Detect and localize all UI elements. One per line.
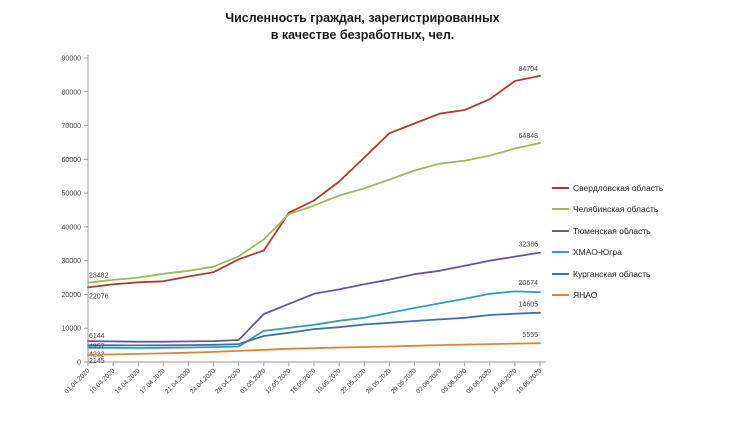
legend-item: ХМАО-Югра xyxy=(552,242,663,264)
legend-label: ЯНАО xyxy=(573,290,598,301)
x-axis-tick-label: 05.06.2020 xyxy=(440,367,468,395)
y-axis-tick-label: 20000 xyxy=(62,292,82,299)
legend-line-swatch xyxy=(552,208,569,211)
legend-label: ХМАО-Югра xyxy=(573,247,622,258)
legend-item: Свердловская область xyxy=(552,177,663,199)
series-start-label: 4957 xyxy=(89,343,105,350)
x-axis-tick-label: 24.04.2020 xyxy=(189,367,217,395)
legend-line-swatch xyxy=(552,251,569,254)
series-end-label: 84704 xyxy=(519,66,539,73)
x-axis-tick-label: 22.05.2020 xyxy=(340,367,368,395)
y-axis-tick-label: 40000 xyxy=(62,224,82,231)
series-start-label: 2145 xyxy=(89,358,105,365)
series-start-label: 6144 xyxy=(89,333,105,340)
x-axis-tick-label: 01.04.2020 xyxy=(63,367,91,395)
legend-item: ЯНАО xyxy=(552,285,663,307)
x-axis-tick-label: 10.04.2020 xyxy=(89,367,117,395)
legend-line-swatch xyxy=(552,272,569,275)
x-axis-tick-label: 26.05.2020 xyxy=(365,367,393,395)
chart-title: Численность граждан, зарегистрированных … xyxy=(90,10,635,44)
legend: Свердловская область Челябинская область Т… xyxy=(552,177,663,306)
legend-line-swatch xyxy=(552,229,569,232)
series-line xyxy=(87,251,541,343)
chart-title-line2: в качестве безработных, чел. xyxy=(270,27,455,42)
x-axis-tick-label: 01.05.2020 xyxy=(239,367,267,395)
y-axis-tick-label: 90000 xyxy=(62,56,82,63)
series-end-label: 64848 xyxy=(519,133,539,140)
series-end-label: 14605 xyxy=(519,302,539,309)
x-axis-tick-label: 17.04.2020 xyxy=(139,367,167,395)
series-line xyxy=(87,75,541,289)
legend-item: Курганская область xyxy=(552,263,663,285)
x-axis-tick-label: 02.06.2020 xyxy=(415,367,443,395)
y-axis-tick-label: 80000 xyxy=(62,89,82,96)
legend-label: Тюменская область xyxy=(573,225,651,236)
x-axis-tick-label: 15.05.2020 xyxy=(289,367,317,395)
y-axis-tick-label: 70000 xyxy=(62,123,82,130)
chart-title-line1: Численность граждан, зарегистрированных xyxy=(225,11,500,25)
x-axis-tick-label: 09.06.2020 xyxy=(465,367,493,395)
x-axis-tick-label: 21.04.2020 xyxy=(164,367,192,395)
series-end-label: 20674 xyxy=(519,280,539,287)
x-axis-tick-label: 29.05.2020 xyxy=(390,367,418,395)
legend-item: Челябинская область xyxy=(552,199,663,221)
series-end-label: 5555 xyxy=(522,332,538,339)
legend-label: Челябинская область xyxy=(573,204,659,215)
series-start-label: 22076 xyxy=(89,293,109,300)
y-axis-tick-label: 10000 xyxy=(62,326,82,333)
series-line xyxy=(87,311,541,347)
series-line xyxy=(87,290,541,349)
series-line xyxy=(87,142,541,284)
x-axis-tick-label: 19.06.2020 xyxy=(515,367,543,395)
legend-line-swatch xyxy=(552,186,569,189)
legend-line-swatch xyxy=(552,294,569,297)
x-axis-tick-label: 12.05.2020 xyxy=(264,367,292,395)
y-axis-tick-label: 60000 xyxy=(62,157,82,164)
series-line xyxy=(87,342,541,356)
x-axis-tick-label: 19.05.2020 xyxy=(315,367,343,395)
x-axis-tick-label: 14.04.2020 xyxy=(114,367,142,395)
legend-label: Курганская область xyxy=(573,268,651,279)
y-axis-tick-label: 50000 xyxy=(62,191,82,198)
y-axis-tick-label: 30000 xyxy=(62,258,82,265)
legend-label: Свердловская область xyxy=(573,182,664,193)
y-axis-tick-label: 0 xyxy=(77,360,81,367)
x-axis-tick-label: 28.04.2020 xyxy=(214,367,242,395)
series-start-label: 23482 xyxy=(89,273,109,280)
legend-item: Тюменская область xyxy=(552,220,663,242)
series-end-label: 32386 xyxy=(519,242,539,249)
x-axis-tick-label: 16.06.2020 xyxy=(490,367,518,395)
